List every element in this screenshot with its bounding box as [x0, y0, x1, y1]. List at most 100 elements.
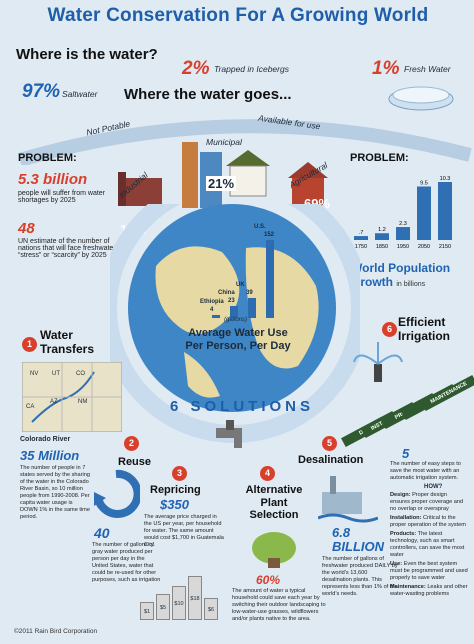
- solution-5-number: 5: [322, 436, 337, 451]
- solution-3-big: $350: [160, 497, 189, 512]
- how-item-text: The latest technology, such as smart con…: [390, 530, 465, 558]
- population-year-label: 1850: [376, 244, 388, 250]
- water-glass-icon: [388, 86, 454, 111]
- solution-3-text: The average price charged in the US per …: [144, 514, 224, 548]
- solution-6-title: Efficient Irrigation: [398, 315, 451, 344]
- water-use-value: 23: [228, 298, 235, 305]
- solution-2-number: 2: [124, 436, 139, 451]
- water-use-country: UK: [236, 281, 245, 288]
- how-item: Use: Even the best system must be progra…: [390, 561, 468, 582]
- icebergs-pct: 2%: [182, 58, 210, 79]
- population-title: World Population Growth in billions: [351, 261, 471, 290]
- population-bar-2050: [417, 186, 431, 240]
- solution-4-title-line1: Alternative: [245, 484, 303, 496]
- copyright: ©2011 Rain Bird Corporation: [14, 628, 98, 635]
- how-item-key: Products:: [390, 530, 418, 537]
- population-year-label: 2050: [418, 244, 430, 250]
- map-label-nv: NV: [30, 371, 39, 377]
- population-bar-1750: [354, 236, 368, 240]
- water-pipe-arc: [18, 119, 472, 165]
- solution-5-big2: BILLION: [332, 538, 384, 554]
- solution-5-big: 6.8 BILLION: [332, 526, 384, 553]
- population-unit: in billions: [396, 280, 426, 288]
- population-title-text: World Population Growth: [351, 261, 451, 289]
- colorado-river-label: Colorado River: [20, 436, 71, 443]
- solution-3-title: Repricing: [150, 484, 201, 496]
- solution-4-big: 60%: [256, 573, 281, 587]
- solution-1-title: Water Transfers: [40, 328, 95, 356]
- water-use-country: U.S.: [254, 224, 266, 230]
- water-use-chart: 4 Ethiopia 23 China 39 UK 152 U.S.: [190, 224, 300, 330]
- solution-6-title-line2: Irrigation: [398, 328, 451, 343]
- solutions-ring-text: 6 SOLUTIONS: [170, 398, 315, 415]
- solution-6-title-line1: Efficient: [398, 315, 446, 329]
- water-use-value: 39: [246, 289, 253, 296]
- population-year-label: 1750: [355, 244, 367, 250]
- population-value-label: 10.3: [440, 176, 451, 182]
- how-item-text: Leaks and other water-wasting problems: [390, 583, 468, 597]
- solution-3-number: 3: [172, 466, 187, 481]
- price-can: $6: [204, 598, 218, 620]
- shortage-number: 5.3 billion: [18, 171, 88, 188]
- solution-4-title-line3: Selection: [249, 509, 299, 522]
- water-use-bar: [212, 315, 220, 318]
- saltwater-label: Saltwater: [62, 89, 98, 99]
- problem-left-heading: PROBLEM:: [18, 152, 77, 164]
- how-item: Maintenance: Leaks and other water-wasti…: [390, 584, 468, 598]
- how-item-text: Even the best system must be programmed …: [390, 560, 468, 581]
- irrigation-step: MAINTENANCE: [421, 374, 474, 412]
- solution-2-text: The number of gallons of gray water prod…: [92, 542, 161, 583]
- water-use-title-line1: Average Water Use: [188, 327, 288, 339]
- map-label-ut: UT: [52, 371, 60, 377]
- price-can: $5: [156, 594, 170, 620]
- goes-heading: Where the water goes...: [124, 86, 292, 103]
- desalination-plant-icon: [318, 476, 378, 523]
- how-item: Design: Proper design ensures proper cov…: [390, 492, 468, 513]
- solution-2-big: 40: [94, 525, 110, 541]
- solution-4-text: The amount of water a typical household …: [232, 588, 326, 622]
- solution-4-title: Alternative Plant Selection: [236, 484, 312, 522]
- map-label-nm: NM: [78, 399, 88, 405]
- solution-1-text: The number of people in 7 states served …: [20, 465, 90, 520]
- fresh-pct: 1%: [372, 58, 400, 79]
- water-use-value: 4: [210, 307, 214, 313]
- solution-6-number: 6: [382, 322, 397, 337]
- population-bar-1850: [375, 233, 389, 240]
- map-label-az: AZ: [50, 399, 58, 405]
- how-item-key: Maintenance:: [390, 583, 428, 590]
- cactus-icon: [252, 532, 296, 568]
- price-can: $18: [188, 576, 202, 620]
- water-use-country: China: [218, 290, 235, 297]
- page-title: Water Conservation For A Growing World: [47, 5, 429, 26]
- map-label-ca: CA: [26, 404, 35, 410]
- map-label-co: CO: [76, 371, 85, 377]
- solution-6-big: 5: [402, 446, 410, 461]
- water-use-title: Average Water Use Per Person, Per Day: [172, 327, 304, 353]
- how-item-key: Design:: [390, 492, 413, 498]
- where-heading: Where is the water?: [16, 46, 158, 63]
- nations-text: UN estimate of the number of nations tha…: [18, 238, 116, 259]
- water-use-bar: [266, 240, 274, 318]
- solution-4-title-line2: Plant: [260, 496, 288, 509]
- water-use-bar: [248, 297, 256, 318]
- solution-5-big1: 6.8: [332, 525, 351, 540]
- how-item: Installation: Critical to the proper ope…: [390, 515, 468, 529]
- solution-6-how-list: Design: Proper design ensures proper cov…: [390, 492, 468, 600]
- solution-2-title: Reuse: [118, 456, 152, 468]
- price-can: $10: [172, 586, 186, 620]
- solution-1-number: 1: [22, 337, 37, 352]
- how-item-text: Critical to the proper operation of the …: [390, 514, 466, 528]
- solution-4-number: 4: [260, 466, 275, 481]
- icebergs-label: Trapped in Icebergs: [214, 64, 289, 74]
- how-item-key: Use:: [390, 560, 404, 567]
- how-item: Products: The latest technology, such as…: [390, 531, 468, 559]
- solution-5-title: Desalination: [298, 454, 364, 466]
- solution-6-how: HOW?: [424, 484, 443, 490]
- sprinkler-icon: [353, 342, 403, 382]
- population-year-label: 1950: [397, 244, 409, 250]
- water-use-bar: [230, 306, 238, 318]
- nations-number: 48: [18, 220, 35, 237]
- population-chart: .7 1750 1.2 1850 2.3 1950 9.5 2050 10.3 2150: [354, 176, 452, 250]
- municipal-pct: 21%: [206, 176, 237, 191]
- recycle-icon: [94, 469, 140, 518]
